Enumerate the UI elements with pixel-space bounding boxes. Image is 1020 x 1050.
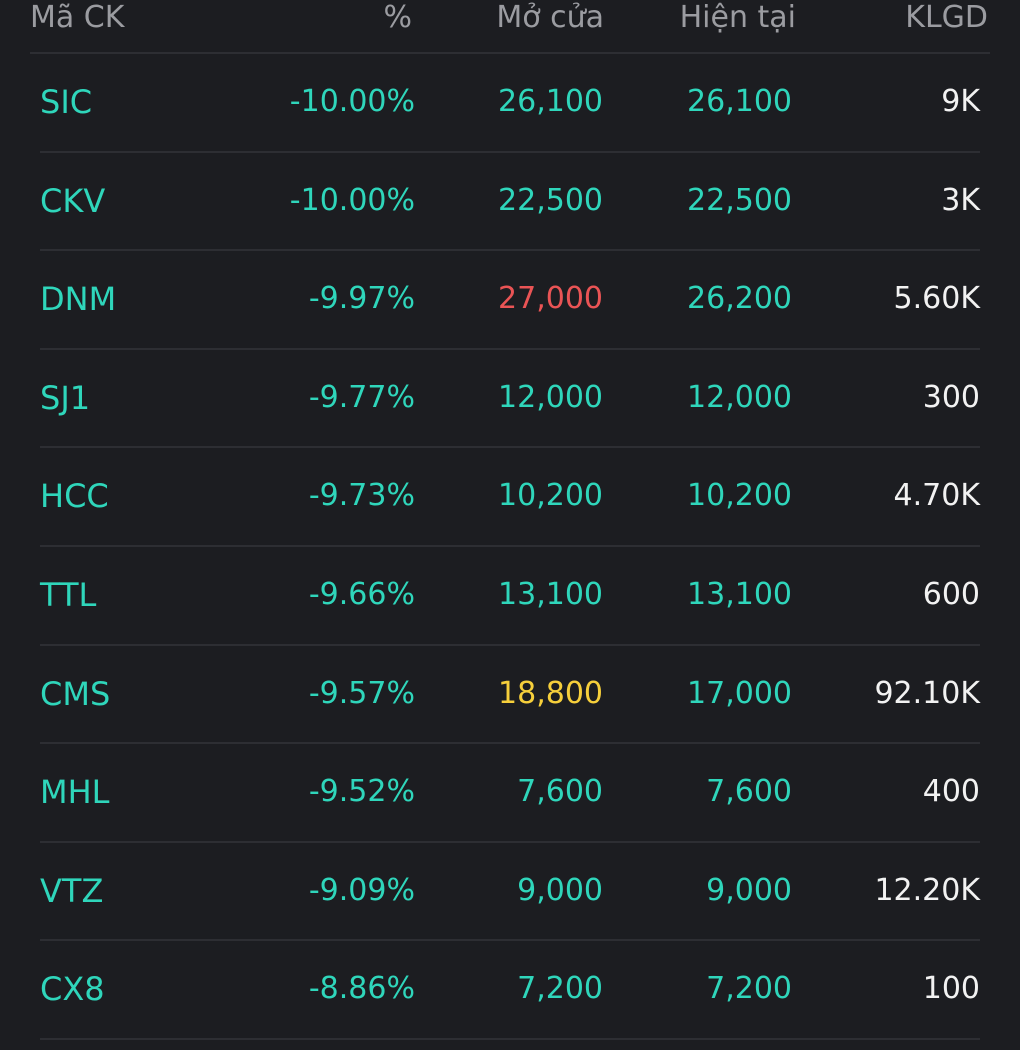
stock-row[interactable]: VTZ -9.09% 9,000 9,000 12.20K (40, 843, 980, 942)
current-price: 7,600 (706, 774, 792, 810)
trade-volume: 5.60K (893, 281, 980, 317)
percent-change: -9.09% (308, 872, 415, 908)
stock-symbol: CMS (40, 674, 111, 713)
current-price: 26,200 (687, 281, 792, 317)
stock-symbol: MHL (40, 773, 110, 812)
stock-symbol: TTL (40, 575, 97, 614)
current-price: 17,000 (687, 675, 792, 711)
open-price: 9,000 (517, 872, 603, 908)
stock-row[interactable]: CKV -10.00% 22,500 22,500 3K (40, 153, 980, 252)
open-price: 27,000 (498, 281, 603, 317)
open-price: 18,800 (498, 675, 603, 711)
stock-symbol: VTZ (40, 871, 104, 910)
percent-change: -9.52% (308, 774, 415, 810)
header-current-price[interactable]: Hiện tại (679, 0, 796, 35)
header-open-price[interactable]: Mở cửa (496, 0, 604, 35)
stock-symbol: HCC (40, 477, 109, 516)
percent-change: -8.86% (308, 971, 415, 1007)
open-price: 7,200 (517, 971, 603, 1007)
stock-symbol: CX8 (40, 970, 105, 1009)
open-price: 13,100 (498, 576, 603, 612)
current-price: 9,000 (706, 872, 792, 908)
table-header: Mã CK % Mở cửa Hiện tại KLGD (30, 0, 990, 54)
current-price: 12,000 (687, 379, 792, 415)
trade-volume: 3K (941, 182, 980, 218)
stock-list: SIC -10.00% 26,100 26,100 9K CKV -10.00%… (40, 54, 980, 1040)
current-price: 10,200 (687, 478, 792, 514)
current-price: 22,500 (687, 182, 792, 218)
stock-symbol: SIC (40, 83, 93, 121)
percent-change: -9.77% (308, 379, 415, 415)
open-price: 12,000 (498, 379, 603, 415)
header-volume[interactable]: KLGD (905, 0, 988, 35)
percent-change: -10.00% (289, 182, 415, 218)
current-price: 26,100 (687, 84, 792, 119)
stock-row[interactable]: TTL -9.66% 13,100 13,100 600 (40, 547, 980, 646)
percent-change: -9.73% (308, 478, 415, 514)
percent-change: -9.66% (308, 576, 415, 612)
percent-change: -10.00% (289, 84, 415, 119)
header-percent[interactable]: % (383, 0, 412, 35)
stock-row[interactable]: HCC -9.73% 10,200 10,200 4.70K (40, 448, 980, 547)
trade-volume: 400 (922, 774, 980, 810)
stock-symbol: SJ1 (40, 378, 91, 417)
stock-row[interactable]: MHL -9.52% 7,600 7,600 400 (40, 744, 980, 843)
percent-change: -9.97% (308, 281, 415, 317)
trade-volume: 600 (922, 576, 980, 612)
open-price: 7,600 (517, 774, 603, 810)
trade-volume: 92.10K (874, 675, 980, 711)
stock-row[interactable]: DNM -9.97% 27,000 26,200 5.60K (40, 251, 980, 350)
trade-volume: 9K (941, 84, 980, 119)
stock-symbol: DNM (40, 280, 117, 319)
trade-volume: 100 (922, 971, 980, 1007)
stock-row[interactable]: CMS -9.57% 18,800 17,000 92.10K (40, 646, 980, 745)
open-price: 10,200 (498, 478, 603, 514)
header-symbol[interactable]: Mã CK (30, 0, 125, 35)
trade-volume: 4.70K (893, 478, 980, 514)
percent-change: -9.57% (308, 675, 415, 711)
trade-volume: 300 (922, 379, 980, 415)
stock-row[interactable]: CX8 -8.86% 7,200 7,200 100 (40, 941, 980, 1040)
stock-row[interactable]: SJ1 -9.77% 12,000 12,000 300 (40, 350, 980, 449)
open-price: 26,100 (498, 84, 603, 119)
current-price: 7,200 (706, 971, 792, 1007)
open-price: 22,500 (498, 182, 603, 218)
stock-row[interactable]: SIC -10.00% 26,100 26,100 9K (40, 54, 980, 153)
current-price: 13,100 (687, 576, 792, 612)
trade-volume: 12.20K (874, 872, 980, 908)
stock-symbol: CKV (40, 181, 106, 220)
